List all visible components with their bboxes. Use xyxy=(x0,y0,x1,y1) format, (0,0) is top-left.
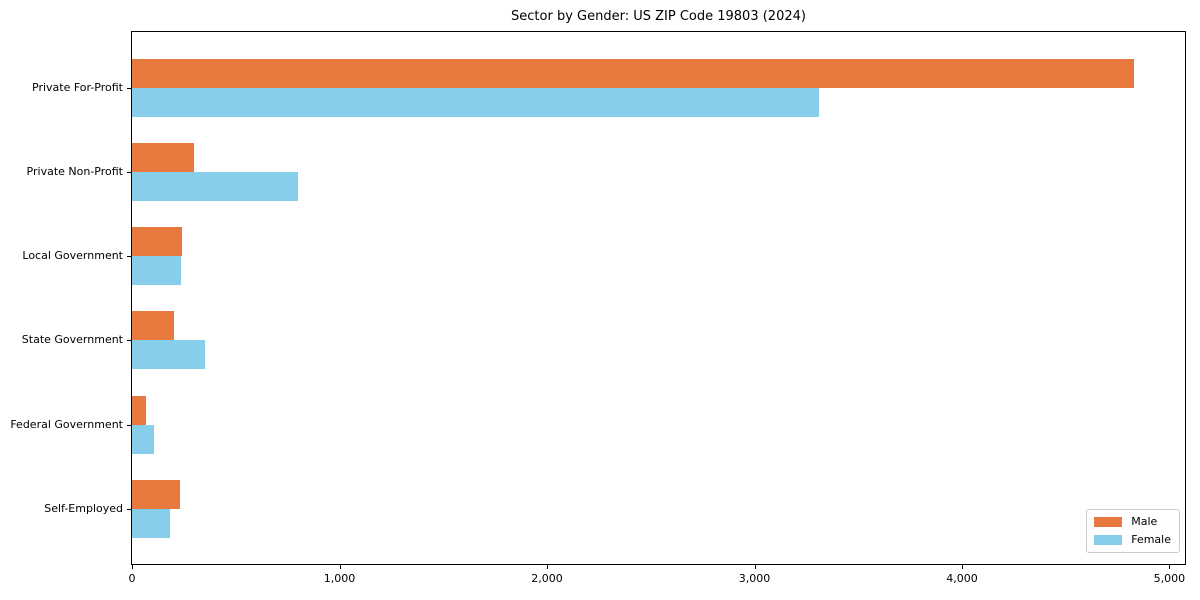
legend-swatch-female xyxy=(1094,534,1123,545)
x-tick-label-3000: 3,000 xyxy=(738,572,771,585)
bar-federal-government-female xyxy=(132,424,154,454)
x-tick-label-2000: 2,000 xyxy=(531,572,563,585)
y-tick-self-employed xyxy=(127,509,131,510)
bar-local-government-female xyxy=(132,256,181,285)
y-tick-label-federal-government: Federal Government xyxy=(10,417,123,431)
bar-self-employed-female xyxy=(132,508,171,538)
x-tick-2000 xyxy=(547,565,548,569)
y-tick-label-local-government: Local Government xyxy=(22,249,123,262)
x-tick-0 xyxy=(132,565,133,569)
bar-private-for-profit-female xyxy=(132,87,819,117)
x-tick-label-5000: 5,000 xyxy=(1153,572,1186,585)
x-tick-4000 xyxy=(962,565,963,569)
bar-self-employed-male xyxy=(132,479,180,509)
bar-state-government-male xyxy=(132,311,174,341)
legend-swatch-male xyxy=(1094,516,1123,527)
y-tick-private-non-profit xyxy=(127,172,131,173)
bar-private-for-profit-male xyxy=(132,58,1135,88)
bar-private-non-profit-female xyxy=(132,171,298,201)
bar-private-non-profit-male xyxy=(132,142,195,172)
bar-state-government-female xyxy=(132,340,205,370)
y-tick-state-government xyxy=(127,340,131,341)
bar-federal-government-male xyxy=(132,395,146,425)
chart-title: Sector by Gender: US ZIP Code 19803 (202… xyxy=(511,9,806,24)
y-tick-label-self-employed: Self-Employed xyxy=(44,501,123,515)
y-tick-label-private-for-profit: Private For-Profit xyxy=(32,80,123,94)
x-tick-label-0: 0 xyxy=(128,572,136,585)
x-tick-label-4000: 4,000 xyxy=(946,572,978,585)
x-tick-5000 xyxy=(1169,565,1171,569)
x-tick-3000 xyxy=(754,565,756,569)
y-tick-label-private-non-profit: Private Non-Profit xyxy=(26,164,123,178)
x-tick-label-1000: 1,000 xyxy=(323,572,356,585)
legend-label-female: Female xyxy=(1131,533,1171,546)
x-tick-1000 xyxy=(339,565,341,569)
y-tick-label-state-government: State Government xyxy=(21,333,123,347)
y-tick-private-for-profit xyxy=(127,88,131,89)
legend-entry-female: Female xyxy=(1094,533,1171,546)
legend: Male Female xyxy=(1086,509,1180,553)
bar-local-government-male xyxy=(132,227,182,256)
legend-label-male: Male xyxy=(1131,515,1158,528)
plot-area: Male Female xyxy=(131,31,1186,565)
legend-entry-male: Male xyxy=(1094,515,1171,528)
y-tick-federal-government xyxy=(127,425,131,426)
y-tick-local-government xyxy=(127,256,131,257)
